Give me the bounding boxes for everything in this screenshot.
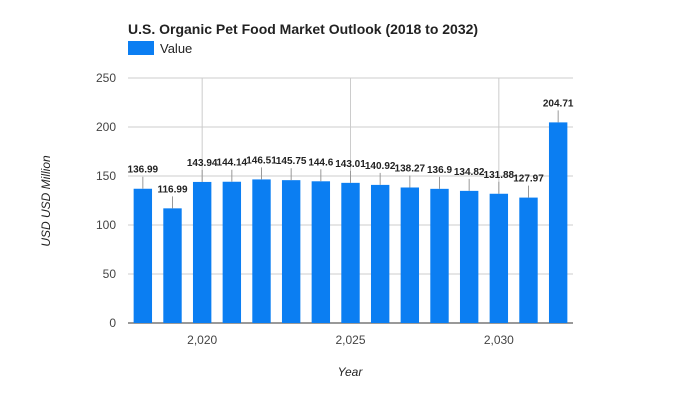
bar — [459, 190, 479, 323]
bar — [548, 122, 568, 323]
bar — [163, 208, 182, 323]
x-tick-label: 2,020 — [187, 333, 217, 347]
data-label: 143.01 — [335, 159, 366, 170]
data-label: 136.99 — [128, 165, 159, 176]
legend-label: Value — [160, 41, 192, 56]
bars — [133, 122, 568, 323]
data-label: 204.71 — [543, 98, 574, 109]
data-labels: 136.99 116.99 143.94 144.14 146.51 145.75 144.… — [128, 98, 574, 209]
data-label: 127.97 — [513, 174, 544, 185]
bar — [281, 180, 301, 323]
data-label: 131.88 — [484, 170, 515, 181]
data-label: 143.94 — [187, 158, 218, 169]
data-label: 144.14 — [217, 158, 248, 169]
data-label: 116.99 — [157, 184, 187, 195]
legend-swatch — [128, 41, 154, 55]
bar — [133, 188, 153, 323]
x-axis: 2,020 2,025 2,030 — [187, 333, 514, 347]
bar — [489, 193, 509, 323]
data-label: 138.27 — [395, 163, 426, 174]
x-tick-label: 2,025 — [335, 333, 365, 347]
x-axis-title: Year — [338, 365, 364, 379]
bar — [311, 181, 331, 323]
y-axis-title: USD USD Million — [39, 155, 53, 247]
bar — [519, 197, 538, 323]
data-label: 140.92 — [365, 161, 396, 172]
y-tick-label: 150 — [96, 169, 116, 183]
y-tick-label: 250 — [96, 71, 116, 85]
data-label: 146.51 — [246, 155, 277, 166]
x-tick-label: 2,030 — [484, 333, 514, 347]
bar — [370, 184, 390, 323]
bar — [222, 181, 242, 323]
bar — [192, 181, 212, 323]
bar — [252, 179, 271, 323]
y-tick-label: 100 — [96, 218, 116, 232]
data-label: 134.82 — [454, 167, 485, 178]
data-label: 136.9 — [427, 165, 452, 176]
bar — [341, 182, 360, 323]
y-tick-label: 50 — [103, 267, 117, 281]
bar — [430, 188, 449, 323]
y-axis: 0 50 100 150 200 250 — [96, 71, 116, 330]
chart-title: U.S. Organic Pet Food Market Outlook (20… — [128, 21, 478, 37]
data-label: 145.75 — [276, 156, 307, 167]
data-label: 144.6 — [308, 157, 333, 168]
y-tick-label: 0 — [109, 316, 116, 330]
bar — [400, 187, 420, 323]
y-tick-label: 200 — [96, 120, 116, 134]
